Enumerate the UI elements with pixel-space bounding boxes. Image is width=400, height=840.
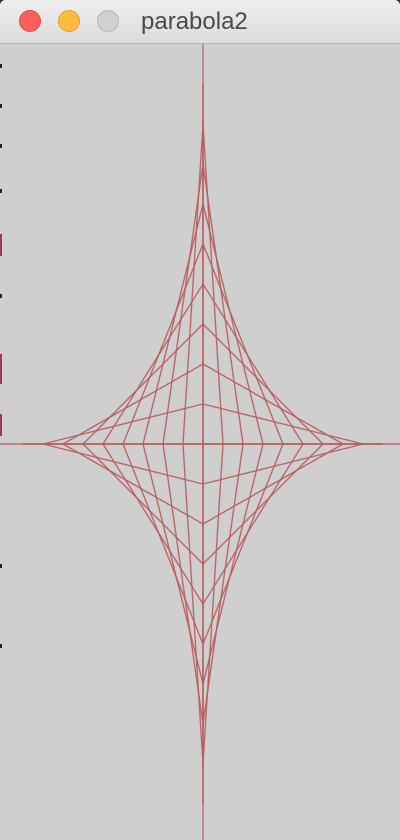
string-line — [82, 443, 204, 565]
string-line — [202, 443, 304, 605]
string-line — [202, 203, 264, 445]
title-bar[interactable]: parabola2 — [0, 0, 400, 44]
string-line — [202, 443, 284, 645]
string-line — [122, 443, 204, 645]
string-line — [182, 443, 204, 765]
string-line — [122, 243, 204, 445]
string-line — [102, 443, 204, 605]
string-line — [162, 443, 204, 725]
parabola-drawing — [0, 44, 400, 840]
string-line — [102, 283, 204, 445]
string-line — [202, 163, 244, 445]
window-title: parabola2 — [141, 8, 248, 35]
close-button[interactable] — [19, 10, 41, 32]
string-line — [202, 363, 344, 445]
string-line — [202, 443, 244, 725]
string-line — [62, 443, 204, 525]
string-line — [82, 323, 204, 445]
string-line — [202, 243, 284, 445]
string-line — [182, 123, 204, 445]
string-line — [202, 443, 324, 565]
zoom-button[interactable] — [97, 10, 119, 32]
string-line — [42, 403, 204, 445]
sketch-canvas[interactable] — [0, 44, 400, 840]
string-line — [162, 163, 204, 445]
string-line — [62, 363, 204, 445]
string-line — [42, 443, 204, 485]
string-line — [202, 443, 264, 685]
string-line — [202, 443, 364, 485]
string-line — [142, 203, 204, 445]
string-line — [202, 443, 224, 765]
string-art-lines — [23, 84, 383, 804]
string-line — [202, 123, 224, 445]
string-line — [202, 283, 304, 445]
string-line — [202, 323, 324, 445]
string-line — [202, 403, 364, 445]
string-line — [142, 443, 204, 685]
minimize-button[interactable] — [58, 10, 80, 32]
string-line — [202, 443, 344, 525]
left-edge-marks — [0, 64, 2, 648]
